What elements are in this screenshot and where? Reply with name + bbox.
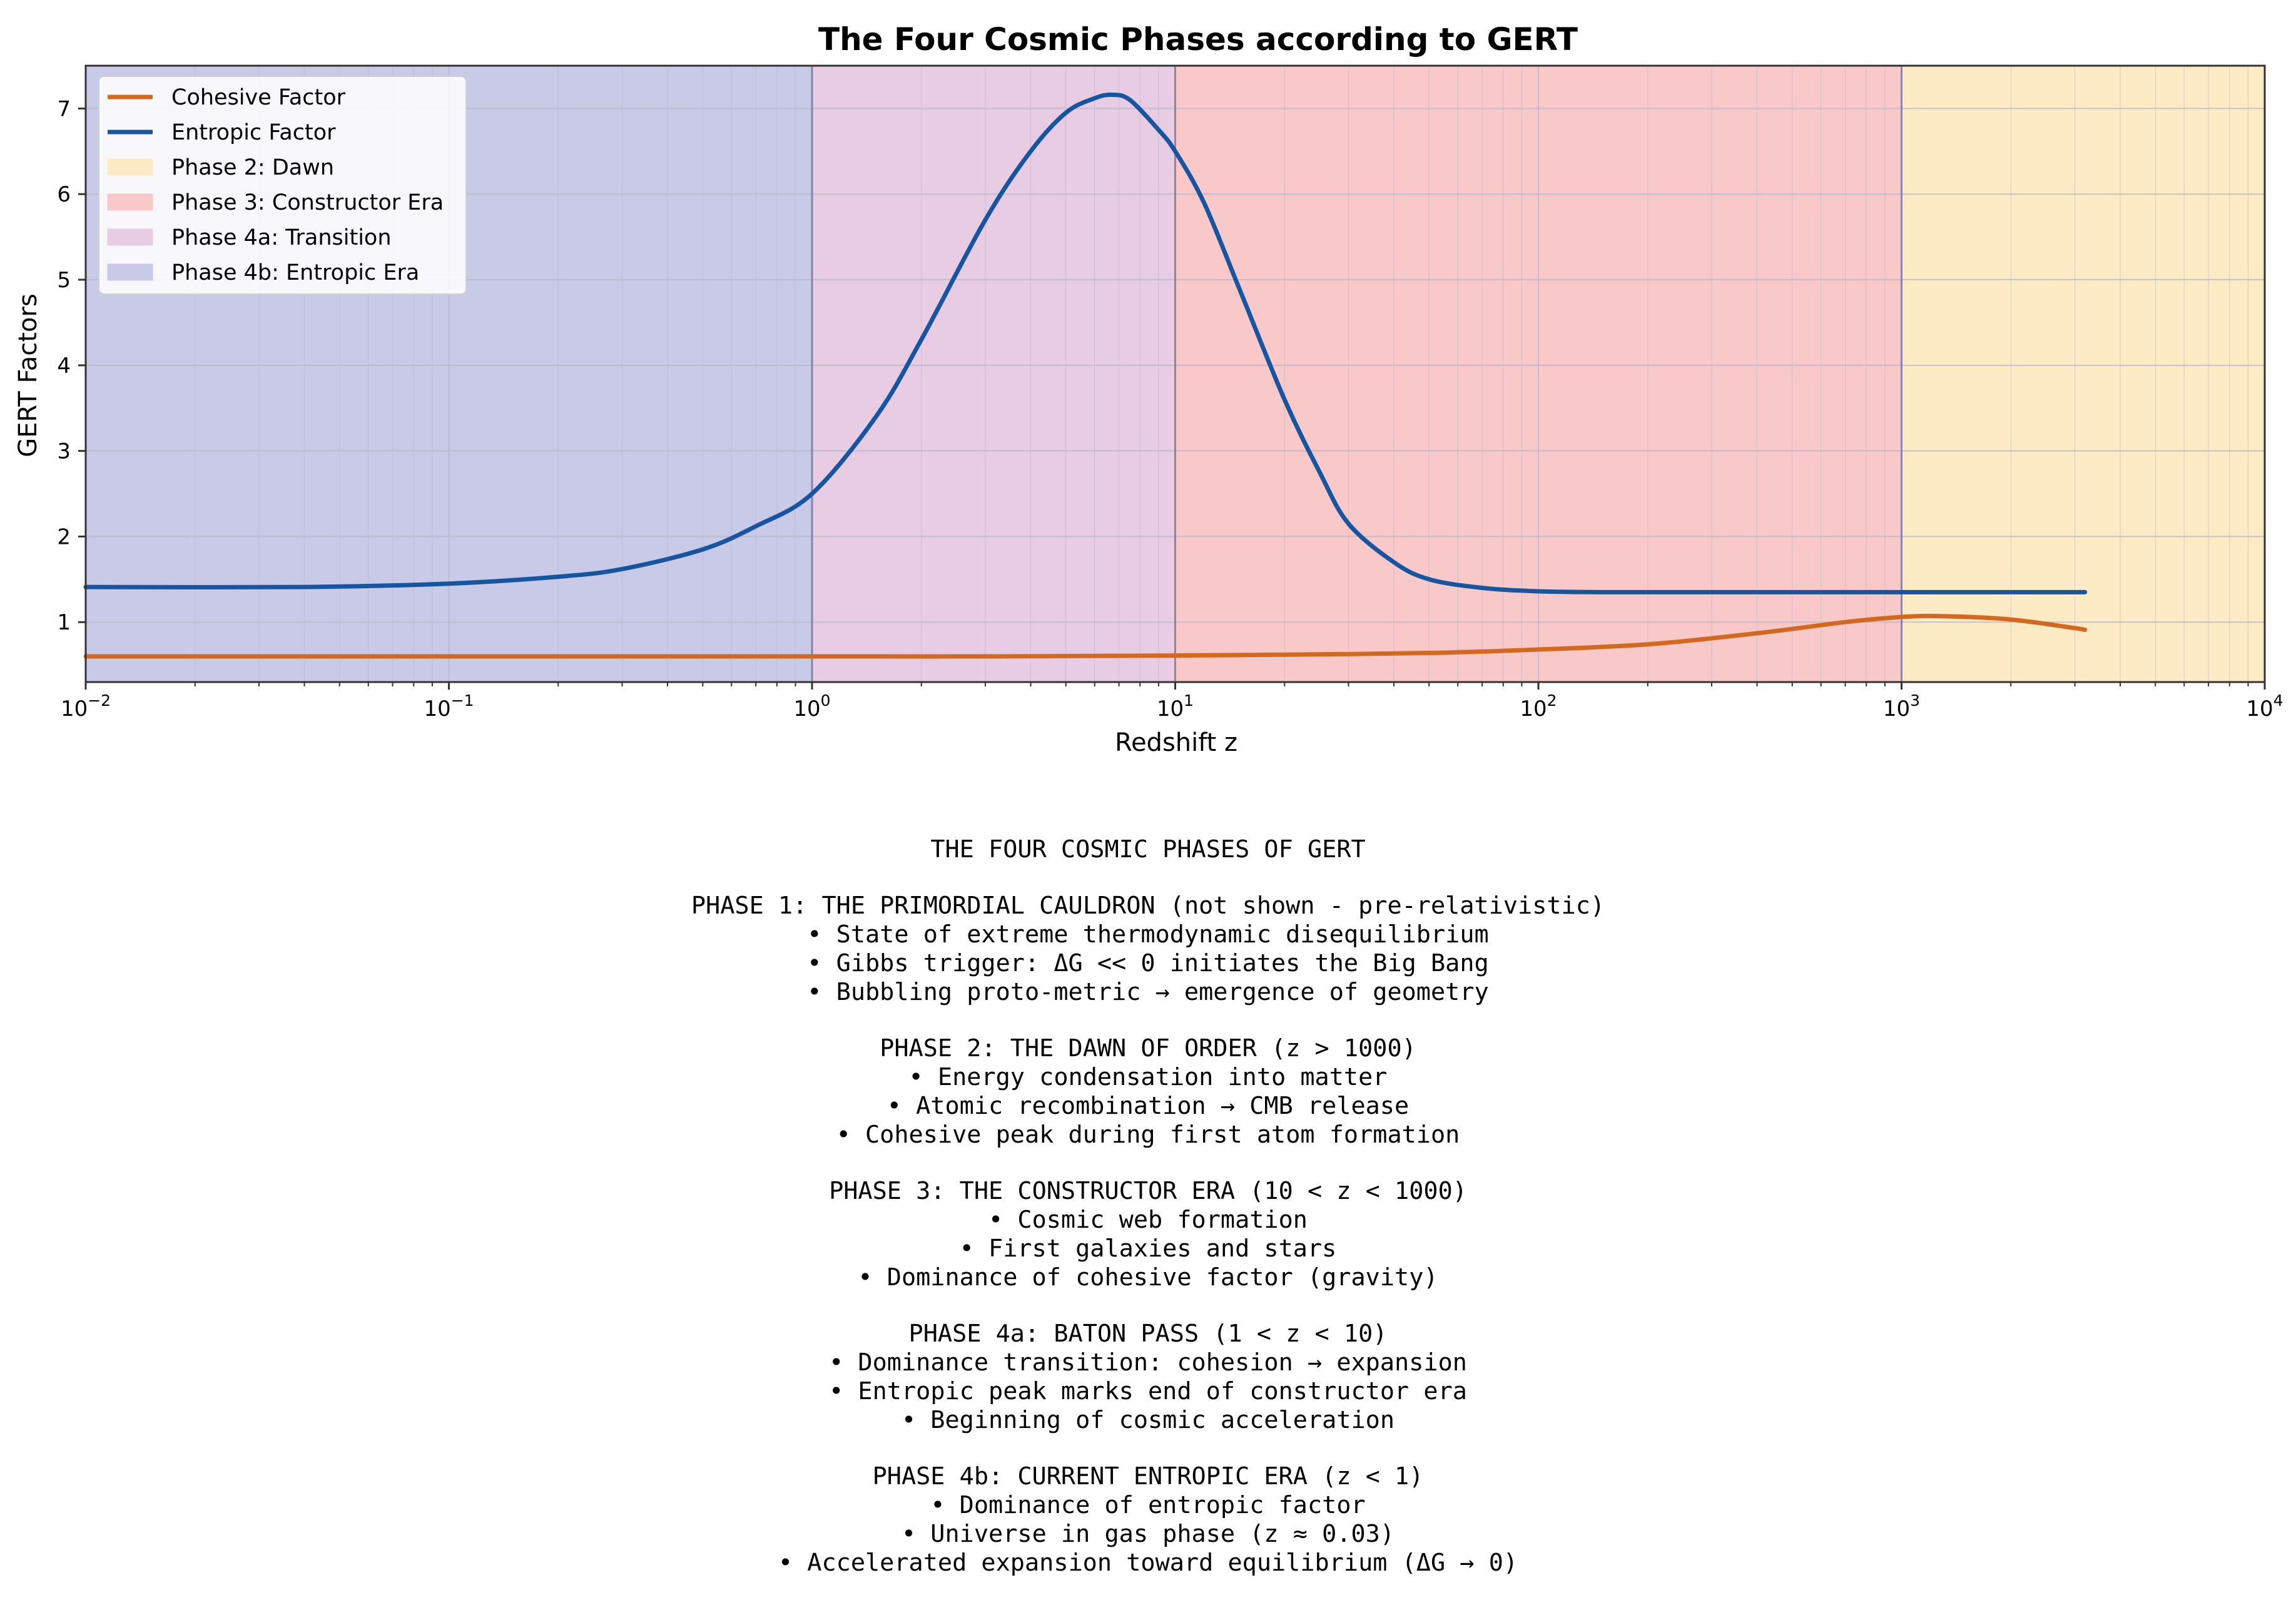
legend-patch-swatch	[107, 193, 153, 211]
phase-section-bullet: • Atomic recombination → CMB release	[886, 1092, 1410, 1120]
phase-section-bullet: • Entropic peak marks end of constructor…	[829, 1377, 1467, 1405]
phase-section-bullet: • State of extreme thermodynamic disequi…	[807, 920, 1489, 949]
phase-section-bullet: • Cohesive peak during first atom format…	[836, 1121, 1460, 1149]
phase-section-bullet: • Dominance transition: cohesion → expan…	[829, 1348, 1467, 1377]
phase-section: PHASE 1: THE PRIMORDIAL CAULDRON (not sh…	[0, 892, 2296, 1007]
phase-section-bullet: • Energy condensation into matter	[908, 1063, 1388, 1091]
legend-label: Phase 3: Constructor Era	[171, 190, 444, 215]
y-tick-label: 4	[57, 354, 71, 379]
legend-patch-swatch	[107, 158, 153, 176]
phase-section: PHASE 4a: BATON PASS (1 < z < 10) • Domin…	[0, 1320, 2296, 1435]
legend-label: Phase 4a: Transition	[171, 225, 392, 250]
y-tick-label: 5	[57, 268, 71, 293]
x-tick-label: 102	[1520, 691, 1557, 721]
phase-section-title: PHASE 4b: CURRENT ENTROPIC ERA (z < 1)	[872, 1462, 1424, 1490]
y-tick-label: 2	[57, 524, 71, 549]
phase-section-bullet: • First galaxies and stars	[959, 1235, 1337, 1263]
x-axis-label: Redshift z	[1115, 728, 1237, 757]
phase-section: PHASE 4b: CURRENT ENTROPIC ERA (z < 1) • …	[0, 1462, 2296, 1577]
phase-section-title: PHASE 2: THE DAWN OF ORDER (z > 1000)	[880, 1034, 1416, 1062]
phase-section-bullet: • Bubbling proto-metric → emergence of g…	[807, 978, 1489, 1006]
x-tick-label: 100	[793, 691, 830, 721]
legend-label: Phase 4b: Entropic Era	[171, 260, 419, 285]
gert-phases-chart: 10−2 10−1 100 101 102 103 104 1 2 3 4 5 6 7 The Four…	[14, 21, 2283, 757]
phase-section-title: PHASE 1: THE PRIMORDIAL CAULDRON (not sh…	[691, 892, 1605, 920]
phases-heading: THE FOUR COSMIC PHASES OF GERT	[930, 835, 1366, 864]
y-tick-label: 1	[57, 610, 71, 635]
phase-section-bullet: • Accelerated expansion toward equilibri…	[778, 1549, 1518, 1577]
legend-label: Cohesive Factor	[171, 85, 346, 110]
phase-section-bullet: • Cosmic web formation	[988, 1206, 1308, 1234]
phase-region-4	[1901, 66, 2265, 682]
phase-section-bullet: • Dominance of entropic factor	[930, 1491, 1366, 1519]
legend-patch-swatch	[107, 228, 153, 246]
legend: Cohesive Factor Entropic Factor Phase 2: D…	[98, 76, 467, 295]
y-axis-label: GERT Factors	[14, 293, 43, 457]
cohesive-factor-line	[83, 613, 2088, 659]
y-axis-ticks: 1 2 3 4 5 6 7	[57, 96, 86, 635]
legend-label: Phase 2: Dawn	[171, 155, 334, 180]
legend-box	[98, 76, 467, 295]
phase-section-bullet: • Gibbs trigger: ΔG << 0 initiates the B…	[807, 949, 1489, 977]
chart-title: The Four Cosmic Phases according to GERT	[818, 21, 1578, 58]
x-tick-label: 10−2	[61, 691, 111, 721]
x-tick-label: 103	[1883, 691, 1920, 721]
phases-description-panel: THE FOUR COSMIC PHASES OF GERT PHASE 1: …	[0, 835, 2296, 1577]
phase-section: PHASE 3: THE CONSTRUCTOR ERA (10 < z < 1…	[0, 1177, 2296, 1292]
phase-section-title: PHASE 3: THE CONSTRUCTOR ERA (10 < z < 1…	[829, 1177, 1467, 1205]
legend-patch-swatch	[107, 263, 153, 281]
phase-section-bullet: • Dominance of cohesive factor (gravity)	[858, 1263, 1438, 1292]
y-tick-label: 7	[57, 96, 71, 121]
phase-sections: PHASE 1: THE PRIMORDIAL CAULDRON (not sh…	[0, 892, 2296, 1577]
phase-section-title: PHASE 4a: BATON PASS (1 < z < 10)	[908, 1320, 1388, 1348]
phase-section-bullet: • Universe in gas phase (z ≈ 0.03)	[901, 1520, 1395, 1548]
phase-section: PHASE 2: THE DAWN OF ORDER (z > 1000) • E…	[0, 1034, 2296, 1149]
data-series	[83, 92, 2088, 659]
phase-section-bullet: • Beginning of cosmic acceleration	[901, 1406, 1395, 1434]
phase-boundaries	[811, 66, 1902, 682]
y-tick-label: 6	[57, 182, 71, 207]
x-tick-label: 101	[1157, 691, 1194, 721]
x-tick-label: 104	[2246, 691, 2283, 721]
entropic-factor-line	[83, 92, 2088, 594]
y-tick-label: 3	[57, 439, 71, 464]
x-axis-ticks: 10−2 10−1 100 101 102 103 104	[61, 682, 2283, 721]
x-tick-label: 10−1	[424, 691, 474, 721]
legend-label: Entropic Factor	[171, 120, 336, 145]
phase-region-2	[812, 66, 1176, 682]
